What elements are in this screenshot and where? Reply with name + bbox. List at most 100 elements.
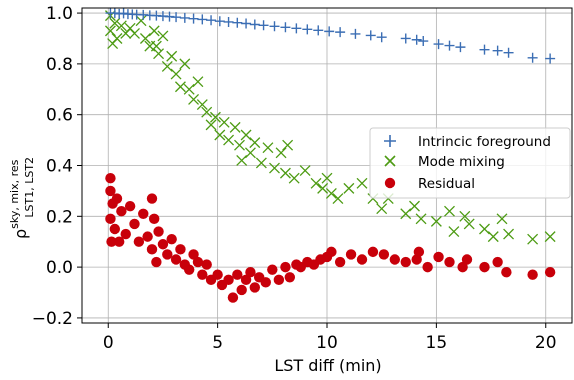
residual-point	[105, 213, 116, 225]
residual-point	[153, 226, 164, 237]
legend-item-mode-mixing: Mode mixing	[384, 154, 505, 170]
legend: Intrincic foreground Mode mixing Residua…	[369, 127, 571, 199]
mode-mixing-point	[409, 200, 420, 212]
mode-mixing-point	[496, 213, 508, 225]
x-tick-label: 0	[103, 333, 114, 353]
mode-mixing-point	[321, 172, 333, 184]
mode-mixing-point	[255, 157, 267, 169]
residual-point	[157, 239, 169, 250]
residual-point	[120, 228, 131, 240]
residual-point	[148, 213, 160, 225]
intrinsic-foreground-point	[232, 17, 243, 28]
intrinsic-foreground-point	[400, 33, 411, 44]
mode-mixing-point	[444, 205, 455, 217]
residual-point	[236, 284, 247, 296]
residual-point	[267, 264, 278, 275]
residual-point	[400, 256, 411, 268]
residual-point	[249, 282, 261, 293]
legend-label-mode-mixing: Mode mixing	[418, 154, 505, 170]
residual-point	[389, 254, 401, 265]
residual-point	[245, 266, 256, 278]
y-tick-label: 0.2	[46, 207, 73, 227]
y-tick-label: 1.0	[46, 4, 73, 24]
intrinsic-foreground-point	[313, 25, 324, 36]
residual-point	[457, 261, 468, 273]
legend-box	[369, 127, 571, 199]
legend-label-intrinsic-foreground: Intrincic foreground	[418, 134, 551, 150]
legend-circle-marker	[384, 177, 396, 189]
mode-mixing-point	[135, 15, 147, 27]
mode-mixing-point	[209, 111, 221, 123]
intrinsic-foreground-point	[223, 16, 234, 27]
residual-point	[116, 206, 127, 217]
residual-point	[501, 266, 512, 278]
residual-point	[162, 249, 173, 260]
residual-point	[378, 249, 390, 260]
y-axis-label: ρsky, mix, res LST1, LST2	[8, 157, 36, 239]
intrinsic-foreground-point	[527, 52, 538, 63]
mode-mixing-point	[448, 226, 460, 238]
residual-point	[492, 256, 503, 268]
y-axis-label-superscript: sky, mix, res	[8, 159, 21, 229]
intrinsic-foreground-point	[188, 13, 199, 24]
intrinsic-foreground-point	[241, 18, 252, 29]
series-plus	[105, 8, 556, 64]
mode-mixing-point	[487, 231, 499, 243]
mode-mixing-point	[459, 210, 471, 222]
mode-mixing-point	[192, 76, 204, 88]
residual-point	[109, 223, 121, 235]
intrinsic-foreground-point	[365, 30, 376, 41]
mode-mixing-point	[188, 93, 200, 105]
residual-point	[444, 256, 455, 268]
residual-point	[240, 274, 252, 286]
mode-mixing-point	[218, 116, 230, 128]
x-axis-label: LST diff (min)	[274, 356, 381, 375]
intrinsic-foreground-point	[269, 21, 280, 32]
mode-mixing-point	[166, 50, 178, 62]
mode-mixing-point	[229, 121, 241, 133]
intrinsic-foreground-point	[249, 19, 260, 30]
residual-point	[124, 200, 136, 212]
residual-point	[170, 254, 182, 265]
x-tick-label: 20	[535, 333, 557, 353]
mode-mixing-point	[161, 60, 173, 72]
intrinsic-foreground-point	[503, 47, 514, 58]
residual-point	[212, 269, 223, 280]
intrinsic-foreground-point	[418, 36, 429, 47]
intrinsic-foreground-point	[350, 28, 361, 39]
residual-point	[413, 246, 425, 258]
mode-mixing-point	[196, 99, 208, 110]
mode-mixing-point	[282, 139, 294, 151]
mode-mixing-point	[288, 172, 300, 184]
residual-point	[433, 251, 444, 263]
y-tick-label: −0.2	[32, 309, 73, 329]
y-tick-label: 0.8	[46, 55, 73, 75]
residual-point	[280, 261, 291, 273]
residual-point	[146, 193, 158, 204]
mode-mixing-point	[129, 27, 140, 39]
mode-mixing-point	[310, 177, 322, 189]
mode-mixing-point	[343, 182, 355, 194]
mode-mixing-point	[214, 129, 226, 141]
legend-item-intrinsic-foreground: Intrincic foreground	[384, 134, 551, 150]
mode-mixing-point	[415, 213, 427, 225]
y-tick-label: 0.6	[46, 106, 73, 126]
residual-point	[479, 261, 490, 273]
mode-mixing-point	[317, 182, 329, 194]
residual-point	[166, 233, 177, 245]
mode-mixing-point	[157, 30, 169, 42]
intrinsic-foreground-point	[444, 40, 455, 51]
y-axis-label-subscript: LST1, LST2	[23, 157, 36, 218]
residual-point	[326, 246, 337, 258]
residual-point	[146, 244, 158, 255]
mode-mixing-point	[430, 215, 442, 227]
mode-mixing-point	[150, 40, 162, 52]
residual-point	[544, 266, 556, 278]
mode-mixing-point	[174, 81, 186, 93]
mode-mixing-point	[115, 20, 127, 32]
mode-mixing-point	[356, 177, 368, 189]
intrinsic-foreground-point	[545, 53, 556, 64]
intrinsic-foreground-point	[109, 8, 120, 19]
y-tick-label: 0.0	[46, 258, 73, 278]
